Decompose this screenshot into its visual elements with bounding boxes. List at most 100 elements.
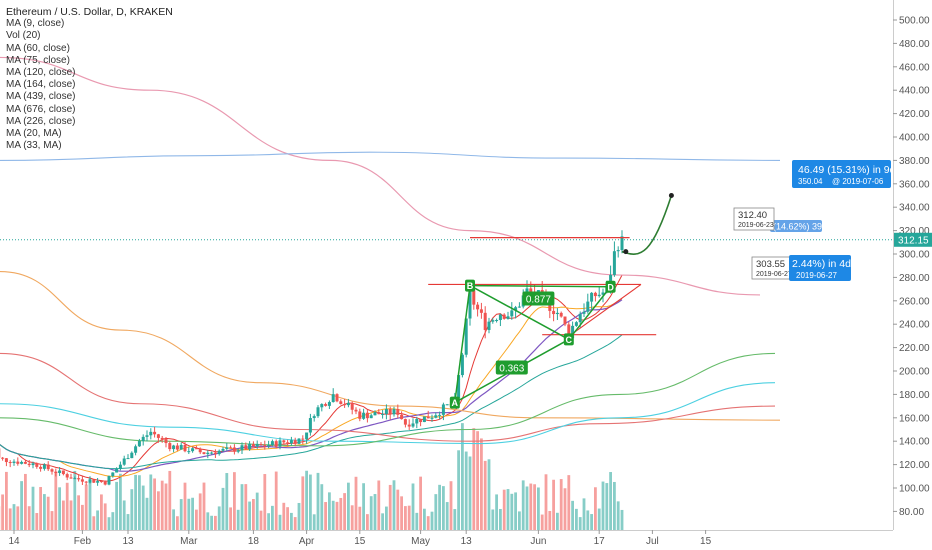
candle-body[interactable] xyxy=(483,312,487,330)
indicator-1[interactable]: MA (9, close) xyxy=(6,18,65,30)
candle-body[interactable] xyxy=(84,481,88,483)
candle-body[interactable] xyxy=(8,462,12,464)
candle-body[interactable] xyxy=(217,450,221,455)
candle-body[interactable] xyxy=(415,419,419,424)
candle-body[interactable] xyxy=(229,447,233,449)
candle-body[interactable] xyxy=(582,311,586,314)
candle-body[interactable] xyxy=(373,412,377,416)
candle-body[interactable] xyxy=(183,444,187,452)
candle-body[interactable] xyxy=(426,416,430,419)
candle-body[interactable] xyxy=(270,441,274,445)
ma-line-9[interactable] xyxy=(0,274,623,482)
candle-body[interactable] xyxy=(506,316,510,319)
candle-body[interactable] xyxy=(388,408,392,415)
candle-body[interactable] xyxy=(54,471,58,473)
candle-body[interactable] xyxy=(259,444,263,446)
candle-body[interactable] xyxy=(407,424,411,427)
candle-body[interactable] xyxy=(175,445,179,450)
candle-body[interactable] xyxy=(612,251,616,275)
candle-body[interactable] xyxy=(586,301,590,312)
candle-body[interactable] xyxy=(16,461,20,464)
candle-body[interactable] xyxy=(552,310,556,315)
candle-body[interactable] xyxy=(27,463,31,466)
candle-body[interactable] xyxy=(236,450,240,452)
candle-body[interactable] xyxy=(50,469,54,472)
candle-body[interactable] xyxy=(31,463,35,466)
candle-body[interactable] xyxy=(441,404,445,415)
ratio-annotation[interactable]: 0.877 xyxy=(522,291,555,306)
candle-body[interactable] xyxy=(620,236,624,251)
candle-body[interactable] xyxy=(134,446,138,453)
ma-line-120[interactable] xyxy=(0,382,776,445)
candle-body[interactable] xyxy=(487,321,491,330)
candle-body[interactable] xyxy=(267,444,271,447)
candle-body[interactable] xyxy=(4,458,8,463)
candle-body[interactable] xyxy=(365,412,369,419)
candle-body[interactable] xyxy=(369,415,373,419)
candle-body[interactable] xyxy=(616,250,620,252)
candle-body[interactable] xyxy=(498,314,502,321)
indicator-3[interactable]: MA (60, close) xyxy=(6,42,70,54)
ma-line-60[interactable] xyxy=(0,334,623,470)
pattern-leg-AB[interactable] xyxy=(454,285,471,403)
candle-body[interactable] xyxy=(510,310,514,317)
indicator-8[interactable]: MA (676, close) xyxy=(6,103,76,115)
candle-body[interactable] xyxy=(263,445,267,447)
point-label-C[interactable]: C xyxy=(563,333,574,346)
candle-body[interactable] xyxy=(118,464,122,469)
candle-body[interactable] xyxy=(130,452,134,459)
candle-body[interactable] xyxy=(301,438,305,440)
candle-body[interactable] xyxy=(202,452,206,455)
candle-body[interactable] xyxy=(88,479,92,483)
indicator-5[interactable]: MA (120, close) xyxy=(6,67,76,79)
pattern-leg-CD[interactable] xyxy=(568,286,612,340)
candle-body[interactable] xyxy=(540,290,544,292)
candle-body[interactable] xyxy=(335,394,339,402)
candle-body[interactable] xyxy=(168,443,172,450)
candle-body[interactable] xyxy=(99,481,103,483)
ratio-annotation[interactable]: 0.363 xyxy=(495,360,528,375)
candle-body[interactable] xyxy=(377,412,381,415)
pattern-leg-BD[interactable] xyxy=(469,284,611,288)
candle-body[interactable] xyxy=(517,306,521,308)
candle-body[interactable] xyxy=(35,463,39,467)
candle-body[interactable] xyxy=(137,440,141,447)
ma-line-75[interactable] xyxy=(0,352,776,447)
candle-body[interactable] xyxy=(46,464,50,470)
candle-body[interactable] xyxy=(274,441,278,447)
candle-body[interactable] xyxy=(396,409,400,415)
candle-body[interactable] xyxy=(240,445,244,451)
measure-label-partial[interactable]: (14.62%) 3976 xyxy=(770,220,832,232)
candle-body[interactable] xyxy=(502,314,506,319)
candle-body[interactable] xyxy=(96,481,100,483)
candle-body[interactable] xyxy=(39,466,43,469)
candle-body[interactable] xyxy=(392,409,396,415)
candle-body[interactable] xyxy=(210,452,214,454)
candle-body[interactable] xyxy=(384,408,388,414)
candle-body[interactable] xyxy=(346,402,350,406)
candle-body[interactable] xyxy=(179,444,183,450)
candle-body[interactable] xyxy=(126,458,130,460)
ma-line-20[interactable] xyxy=(0,298,623,477)
candle-body[interactable] xyxy=(597,294,601,297)
candle-body[interactable] xyxy=(601,292,605,295)
candle-body[interactable] xyxy=(555,312,559,315)
candle-body[interactable] xyxy=(571,325,575,339)
candle-body[interactable] xyxy=(297,438,301,444)
candle-body[interactable] xyxy=(103,481,107,485)
candle-body[interactable] xyxy=(468,290,472,319)
candle-body[interactable] xyxy=(156,434,160,438)
candle-body[interactable] xyxy=(495,320,499,322)
candle-body[interactable] xyxy=(172,445,176,450)
trend-line[interactable] xyxy=(572,283,642,335)
ma-line-439[interactable] xyxy=(0,151,781,161)
candle-body[interactable] xyxy=(248,444,252,450)
candle-body[interactable] xyxy=(308,418,312,433)
candle-body[interactable] xyxy=(419,419,423,423)
candle-body[interactable] xyxy=(255,444,259,447)
indicator-11[interactable]: MA (33, MA) xyxy=(6,140,62,152)
